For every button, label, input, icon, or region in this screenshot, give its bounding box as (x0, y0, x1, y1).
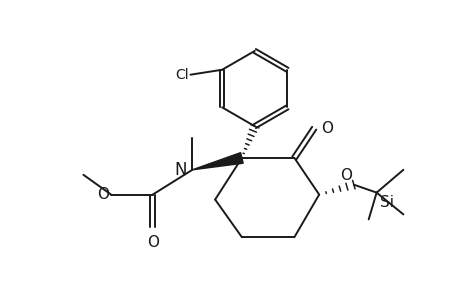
Text: N: N (174, 161, 186, 179)
Text: Cl: Cl (174, 68, 188, 82)
Polygon shape (192, 153, 243, 170)
Text: O: O (97, 187, 109, 202)
Text: O: O (146, 235, 158, 250)
Text: Si: Si (379, 195, 393, 210)
Text: O: O (320, 121, 332, 136)
Text: O: O (339, 168, 351, 183)
